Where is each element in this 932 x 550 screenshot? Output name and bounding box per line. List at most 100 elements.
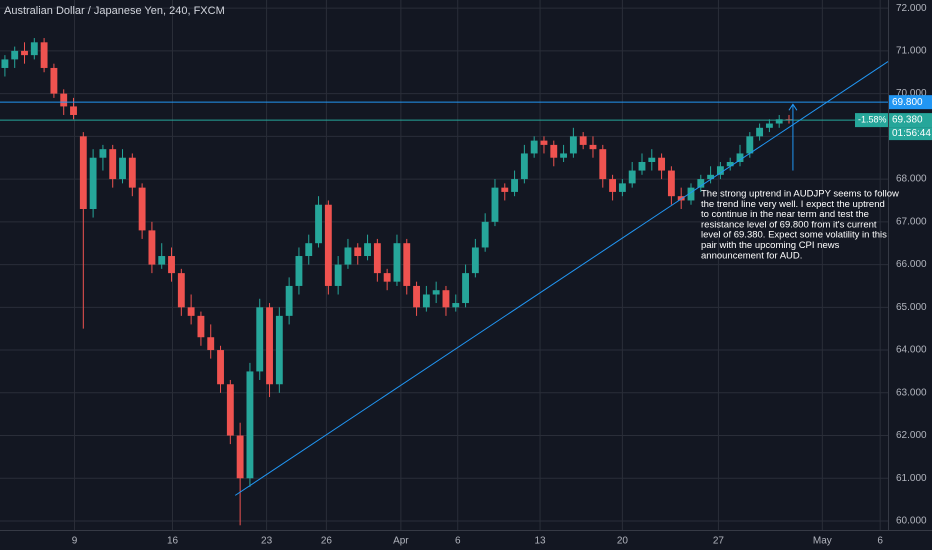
x-tick-label: Apr xyxy=(393,536,409,547)
y-tick-label: 70.000 xyxy=(896,88,927,99)
candle-body xyxy=(197,315,205,338)
candle-body xyxy=(609,179,617,192)
trend-line xyxy=(234,61,889,496)
candle-body xyxy=(305,243,313,257)
candle-body xyxy=(618,183,626,192)
x-tick-label: 9 xyxy=(72,536,78,547)
x-tick-label: 20 xyxy=(617,536,629,547)
candle-body xyxy=(628,170,636,184)
candle-body xyxy=(393,243,401,282)
price-tag xyxy=(889,95,932,110)
candle-body xyxy=(775,119,783,124)
candle-body xyxy=(442,290,450,308)
x-tick-label: 6 xyxy=(455,536,461,547)
candle-body xyxy=(638,161,646,171)
annotation-line: The strong uptrend in AUDJPY seems to fo… xyxy=(701,189,899,200)
candle-body xyxy=(364,243,371,257)
y-tick-label: 66.000 xyxy=(896,259,927,270)
candle-body xyxy=(246,371,254,479)
x-tick-label: 26 xyxy=(321,536,333,547)
price-tag xyxy=(889,113,932,128)
annotation-line: resistance level of 69.800 from it's cur… xyxy=(701,219,877,230)
change-label: -1.58% xyxy=(858,114,887,124)
candle-body xyxy=(128,157,136,188)
candle-body xyxy=(11,50,19,60)
candle-body xyxy=(511,179,518,192)
candle-body xyxy=(413,285,420,308)
candle-body xyxy=(40,42,48,68)
candle-body xyxy=(520,153,528,180)
x-tick-label: 27 xyxy=(713,536,725,547)
candle-body xyxy=(373,243,381,274)
candle-body xyxy=(422,294,430,308)
candle-body xyxy=(432,290,440,295)
candle-body xyxy=(70,106,77,115)
candle-body xyxy=(79,136,87,210)
candle-body xyxy=(89,157,97,210)
annotation-line: to continue in the near term and test th… xyxy=(701,209,869,220)
y-tick-label: 65.000 xyxy=(896,302,927,313)
y-tick-label: 68.000 xyxy=(896,174,927,185)
candle-body xyxy=(207,337,215,351)
candle-body xyxy=(383,273,391,282)
candle-body xyxy=(168,256,175,274)
price-tag-label: 69.800 xyxy=(892,97,923,108)
price-tag-label: 69.380 xyxy=(892,115,923,126)
candle-body xyxy=(119,157,126,180)
candle-body xyxy=(217,350,224,385)
candle-body xyxy=(256,307,264,372)
candle-body xyxy=(354,247,362,257)
x-tick-label: 13 xyxy=(534,536,546,547)
candle-body xyxy=(236,435,244,479)
candle-body xyxy=(481,221,489,248)
candle-body xyxy=(60,93,68,107)
candle-body xyxy=(530,140,538,154)
candle-body xyxy=(540,140,548,145)
candle-body xyxy=(599,149,607,180)
candle-body xyxy=(344,247,352,265)
candle-body xyxy=(138,187,146,231)
candle-body xyxy=(1,59,9,68)
candle-body xyxy=(569,136,577,154)
candle-body xyxy=(187,307,195,316)
y-tick-label: 62.000 xyxy=(896,430,927,441)
y-tick-label: 63.000 xyxy=(896,387,927,398)
candle-body xyxy=(667,170,675,197)
candle-body xyxy=(746,136,754,154)
y-tick-label: 60.000 xyxy=(896,516,927,527)
candle-body xyxy=(550,144,558,158)
y-tick-label: 67.000 xyxy=(896,216,927,227)
candle-body xyxy=(109,149,117,180)
annotation-line: announcement for AUD. xyxy=(701,250,802,261)
candle-body xyxy=(275,315,283,385)
y-tick-label: 72.000 xyxy=(896,3,927,14)
candle-body xyxy=(177,273,185,308)
candle-body xyxy=(295,256,303,286)
candle-body xyxy=(756,127,764,137)
y-tick-label: 71.000 xyxy=(896,46,927,57)
candle-body xyxy=(707,174,715,180)
annotation-line: level of 69.380. Expect some volatility … xyxy=(701,230,887,241)
countdown-label: 01:56:44 xyxy=(892,128,931,139)
candle-body xyxy=(697,179,705,188)
candle-body xyxy=(334,264,342,286)
chart-title: Australian Dollar / Japanese Yen, 240, F… xyxy=(4,5,225,17)
candle-body xyxy=(491,187,499,222)
candle-body xyxy=(21,50,28,56)
y-tick-label: 61.000 xyxy=(896,473,927,484)
annotation-line: pair with the upcoming CPI news xyxy=(701,240,840,251)
candle-body xyxy=(99,149,107,158)
candle-body xyxy=(471,247,479,274)
candle-body xyxy=(560,153,568,158)
candle-body xyxy=(30,42,38,56)
x-tick-label: May xyxy=(813,536,832,547)
candle-body xyxy=(736,153,744,162)
candle-body xyxy=(148,230,156,265)
candle-body xyxy=(765,123,773,128)
candle-body xyxy=(50,67,58,94)
candle-body xyxy=(315,204,322,244)
candle-body xyxy=(285,285,293,316)
x-tick-label: 6 xyxy=(877,536,883,547)
candle-body xyxy=(452,303,460,308)
